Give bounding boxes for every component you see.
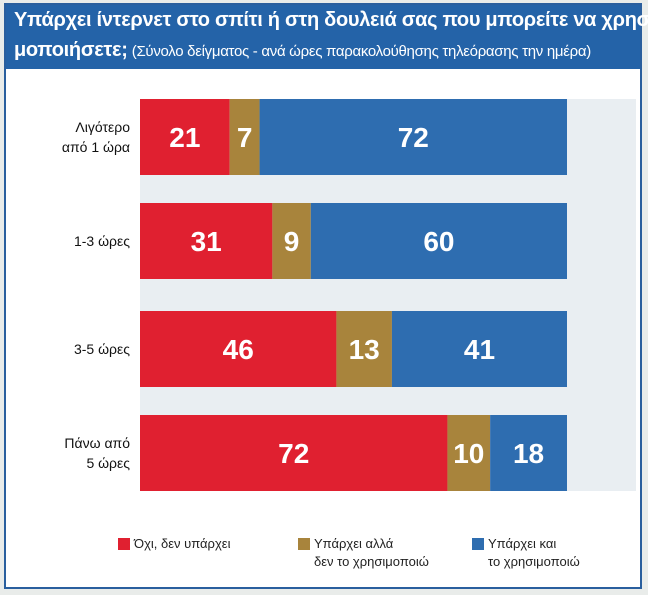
chart-subtitle: (Σύνολο δείγματος - ανά ώρες παρακολούθη… [131, 43, 591, 60]
bar-segment [490, 415, 567, 491]
data-label: 72 [398, 122, 429, 153]
legend-swatch [298, 538, 310, 550]
chart-title-line1: Υπάρχει ίντερνετ στο σπίτι ή στη δουλειά… [14, 9, 648, 31]
bar-segment [140, 203, 273, 279]
legend-swatch [118, 538, 130, 550]
category-label: 3-5 ώρες [74, 341, 130, 357]
legend-label: Όχι, δεν υπάρχει [134, 536, 231, 551]
bar-segment [259, 99, 567, 175]
legend-label: Υπάρχει αλλά [314, 536, 394, 551]
stacked-bar-chart: Λιγότερο από 1 ώρα 21 7 72 1-3 ώρες 31 9 60 3-5 ώ… [62, 99, 636, 491]
data-label: 21 [169, 122, 200, 153]
data-label: 31 [191, 226, 222, 257]
bar-segment [391, 311, 567, 387]
legend-item: Υπάρχει και το χρησιμοποιώ [472, 535, 580, 571]
data-label: 7 [237, 122, 253, 153]
bar-segment [272, 203, 311, 279]
chart-frame: Υπάρχει ίντερνετ στο σπίτι ή στη δουλειά… [4, 3, 648, 589]
chart-title-line2: μοποιήσετε; (Σύνολο δείγματος - ανά ώρες… [14, 39, 638, 62]
bar-segment [140, 415, 448, 491]
data-label: 18 [513, 438, 544, 469]
legend-item: Υπάρχει αλλά δεν το χρησιμοποιώ [298, 535, 429, 571]
data-label: 46 [223, 334, 254, 365]
legend-label: δεν το χρησιμοποιώ [314, 554, 429, 569]
data-label: 9 [284, 226, 300, 257]
data-label: 10 [453, 438, 484, 469]
bar-segment [447, 415, 491, 491]
legend-label: Υπάρχει και [488, 536, 557, 551]
legend-label: το χρησιμοποιώ [488, 554, 580, 569]
bar-segment [140, 99, 230, 175]
bar-segment [310, 203, 567, 279]
legend-item: Όχι, δεν υπάρχει [118, 535, 230, 553]
category-label: Λιγότερο από 1 ώρα [62, 119, 130, 155]
bar-segment [336, 311, 392, 387]
data-label: 72 [278, 438, 309, 469]
bar-segment [140, 311, 337, 387]
legend-swatch [472, 538, 484, 550]
data-label: 41 [464, 334, 495, 365]
chart-title-line2-bold: μοποιήσετε; [14, 39, 128, 61]
chart-header: Υπάρχει ίντερνετ στο σπίτι ή στη δουλειά… [6, 5, 648, 69]
category-label: Πάνω από 5 ώρες [64, 435, 130, 471]
category-label: 1-3 ώρες [74, 233, 130, 249]
bar-segment [229, 99, 260, 175]
data-label: 60 [423, 226, 454, 257]
data-label: 13 [349, 334, 380, 365]
